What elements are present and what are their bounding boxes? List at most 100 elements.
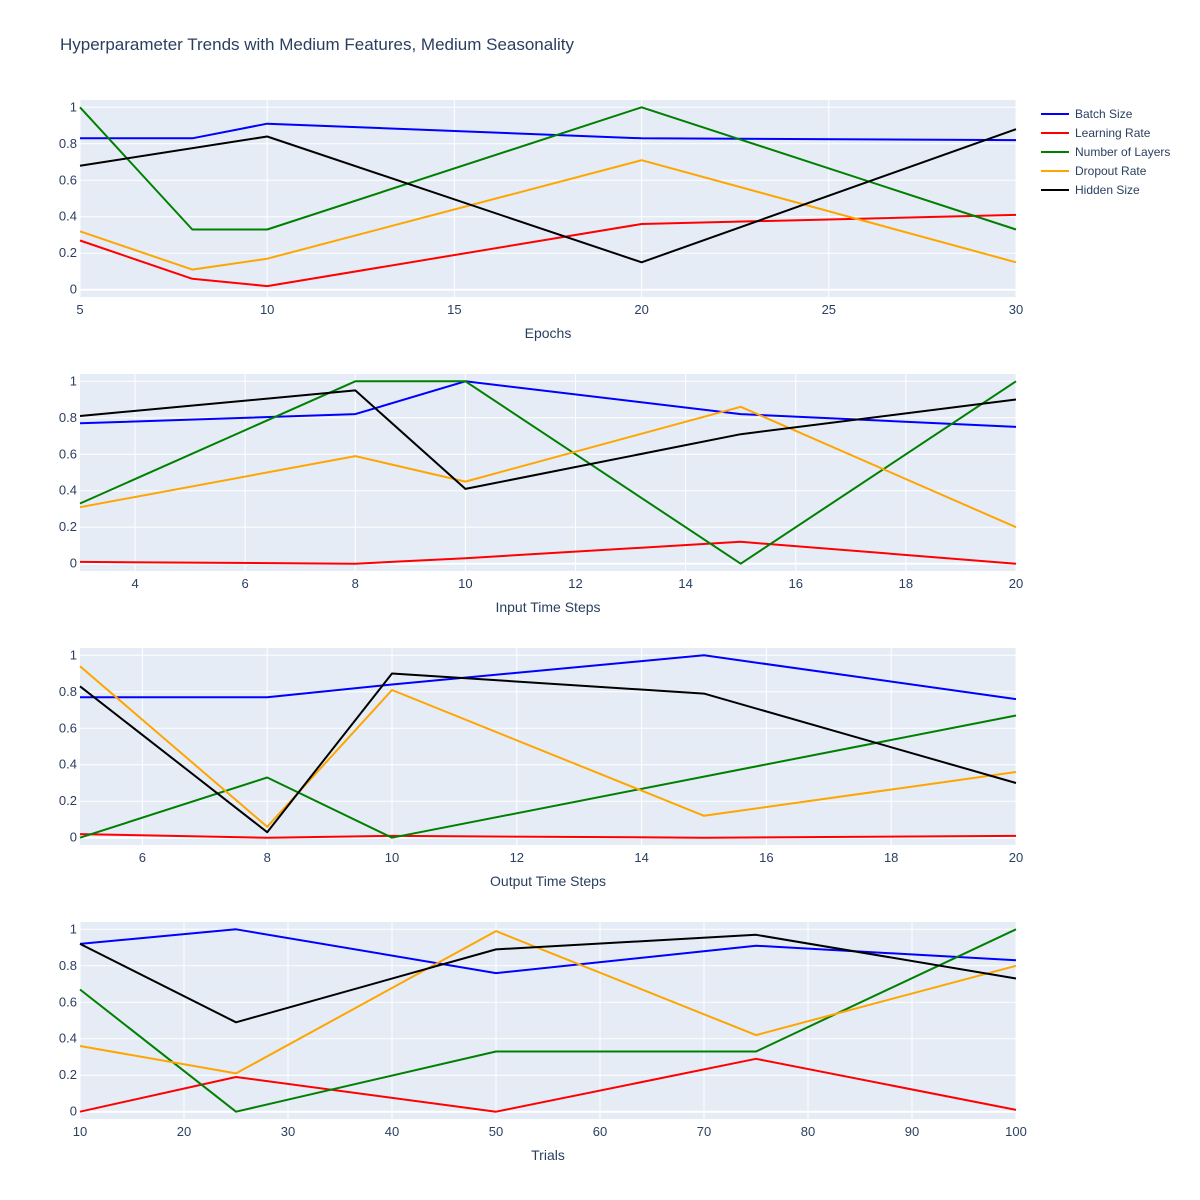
y-tick-label: 1: [70, 99, 77, 114]
x-tick-label: 4: [131, 576, 138, 591]
y-tick-label: 0.6: [59, 446, 77, 461]
x-tick-label: 14: [634, 850, 648, 865]
series-line-dropout-rate[interactable]: [79, 159, 1017, 271]
legend-label: Batch Size: [1075, 107, 1133, 121]
y-tick-label: 0.2: [59, 793, 77, 808]
y-tick-label: 0.6: [59, 994, 77, 1009]
y-tick-label: 0.8: [59, 136, 77, 151]
series-line-learning-rate[interactable]: [79, 213, 1017, 288]
x-tick-label: 18: [899, 576, 913, 591]
y-tick-label: 1: [70, 921, 77, 936]
x-tick-label: 60: [593, 1124, 607, 1139]
series-line-hidden-size[interactable]: [79, 672, 1017, 834]
x-tick-label: 20: [1009, 576, 1023, 591]
legend-label: Learning Rate: [1075, 126, 1151, 140]
plot-background: [80, 922, 1016, 1119]
x-tick-label: 10: [73, 1124, 87, 1139]
x-tick-label: 6: [139, 850, 146, 865]
series-line-hidden-size[interactable]: [79, 389, 1017, 490]
x-tick-label: 90: [905, 1124, 919, 1139]
series-line-number-of-layers[interactable]: [79, 928, 1017, 1113]
legend-item-learning-rate[interactable]: Learning Rate: [1041, 126, 1151, 140]
x-tick-label: 12: [568, 576, 582, 591]
x-tick-label: 10: [458, 576, 472, 591]
x-tick-label: 15: [447, 302, 461, 317]
series-line-batch-size[interactable]: [80, 654, 1017, 701]
legend-label: Hidden Size: [1075, 183, 1140, 197]
legend[interactable]: Batch Size Learning Rate Number of Layers D…: [1041, 107, 1170, 197]
y-tick-label: 0.4: [59, 483, 77, 498]
x-tick-label: 10: [260, 302, 274, 317]
x-tick-label: 20: [177, 1124, 191, 1139]
y-tick-label: 0.8: [59, 958, 77, 973]
series-line-number-of-layers[interactable]: [79, 106, 1017, 231]
y-tick-label: 0.4: [59, 1031, 77, 1046]
y-tick-label: 0.2: [59, 1067, 77, 1082]
x-tick-label: 16: [759, 850, 773, 865]
y-tick-label: 0: [70, 1104, 77, 1119]
series-line-hidden-size[interactable]: [79, 128, 1017, 264]
legend-label: Number of Layers: [1075, 145, 1170, 159]
legend-label: Dropout Rate: [1075, 164, 1147, 178]
x-tick-label: 8: [264, 850, 271, 865]
x-axis-title: Output Time Steps: [490, 873, 606, 889]
x-tick-label: 16: [789, 576, 803, 591]
series-line-number-of-layers[interactable]: [79, 714, 1017, 839]
x-tick-label: 20: [1009, 850, 1023, 865]
x-tick-label: 40: [385, 1124, 399, 1139]
x-tick-label: 70: [697, 1124, 711, 1139]
subplots: 00.20.40.60.815 10 15 20 25 30Epochs00.20.40.…: [59, 99, 1027, 1163]
x-tick-label: 20: [634, 302, 648, 317]
x-tick-label: 30: [281, 1124, 295, 1139]
x-tick-label: 5: [76, 302, 83, 317]
chart-title: Hyperparameter Trends with Medium Featur…: [60, 35, 574, 54]
x-tick-label: 50: [489, 1124, 503, 1139]
x-tick-label: 14: [678, 576, 692, 591]
series-line-hidden-size[interactable]: [79, 933, 1017, 1024]
y-tick-label: 1: [70, 373, 77, 388]
plot-background: [80, 100, 1016, 297]
series-line-dropout-rate[interactable]: [79, 930, 1017, 1075]
series-line-learning-rate[interactable]: [79, 540, 1017, 565]
y-tick-label: 1: [70, 647, 77, 662]
y-tick-label: 0: [70, 830, 77, 845]
y-tick-label: 0.2: [59, 519, 77, 534]
legend-item-number-of-layers[interactable]: Number of Layers: [1041, 145, 1170, 159]
x-tick-label: 12: [510, 850, 524, 865]
legend-item-hidden-size[interactable]: Hidden Size: [1041, 183, 1140, 197]
x-tick-label: 100: [1005, 1124, 1027, 1139]
x-tick-label: 30: [1009, 302, 1023, 317]
x-tick-label: 8: [352, 576, 359, 591]
series-line-batch-size[interactable]: [80, 122, 1017, 142]
y-tick-label: 0.6: [59, 720, 77, 735]
subplot-4: 0 0.2 0.4 0.6 0.8 1 10 20 30 40 50 60 70 80 90 100 Trial…: [59, 921, 1027, 1163]
x-axis-title: Epochs: [525, 325, 572, 341]
y-tick-label: 0.4: [59, 209, 77, 224]
x-axis-title: Trials: [531, 1147, 565, 1163]
x-tick-label: 80: [801, 1124, 815, 1139]
series-line-batch-size[interactable]: [79, 928, 1017, 975]
y-tick-label: 0.2: [59, 245, 77, 260]
y-tick-label: 0.6: [59, 172, 77, 187]
x-tick-label: 18: [884, 850, 898, 865]
y-tick-label: 0.8: [59, 684, 77, 699]
series-line-dropout-rate[interactable]: [79, 405, 1017, 529]
y-tick-label: 0: [70, 282, 77, 297]
x-tick-label: 25: [822, 302, 836, 317]
y-tick-label: 0: [70, 556, 77, 571]
x-axis-title: Input Time Steps: [495, 599, 600, 615]
legend-item-batch-size[interactable]: Batch Size: [1041, 107, 1133, 121]
series-line-number-of-layers[interactable]: [79, 380, 1017, 565]
y-tick-label: 0.4: [59, 757, 77, 772]
series-line-dropout-rate[interactable]: [79, 665, 1017, 828]
x-tick-label: 10: [385, 850, 399, 865]
series-line-learning-rate[interactable]: [79, 833, 1017, 839]
series-line-learning-rate[interactable]: [79, 1057, 1017, 1113]
legend-item-dropout-rate[interactable]: Dropout Rate: [1041, 164, 1147, 178]
x-tick-label: 6: [242, 576, 249, 591]
